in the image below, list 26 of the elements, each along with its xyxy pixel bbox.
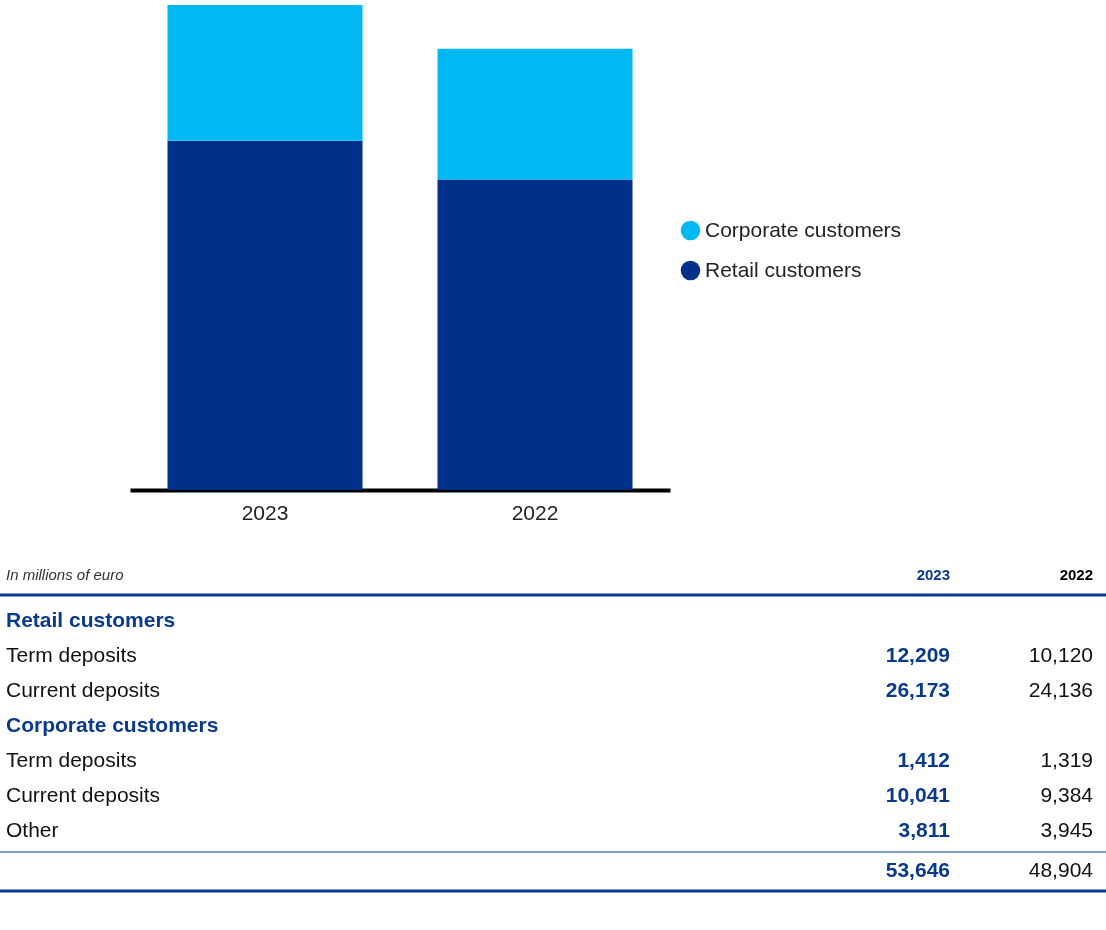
category-label: 2022 [1059,566,1093,583]
text: 1,412 [897,748,950,771]
category-label: 2023 [916,566,950,583]
text: 3,811 [898,818,950,841]
category-label: Retail customers [6,608,176,631]
text: 1,319 [1040,748,1093,771]
category-label: Term deposits [6,643,137,666]
category-label: Current deposits [6,783,161,806]
category-label: Other [6,818,59,841]
text: 53,646 [885,858,950,881]
text: 48,904 [1028,858,1093,881]
bar [437,48,633,180]
bar [167,5,363,141]
text: 24,136 [1028,678,1093,701]
category-label: Term deposits [6,748,137,771]
text: 3,945 [1040,818,1093,841]
text: 26,173 [885,678,950,701]
category-label: Current deposits [6,678,161,701]
category-label: Corporate customers [6,713,219,736]
text: 12,209 [885,643,950,666]
text: In millions of euro [6,566,124,583]
legend-label: Retail customers [705,257,862,281]
legend-label: Corporate customers [705,217,902,241]
text: 9,384 [1040,783,1093,806]
text: 10,041 [885,783,950,806]
text: 10,120 [1028,643,1093,666]
